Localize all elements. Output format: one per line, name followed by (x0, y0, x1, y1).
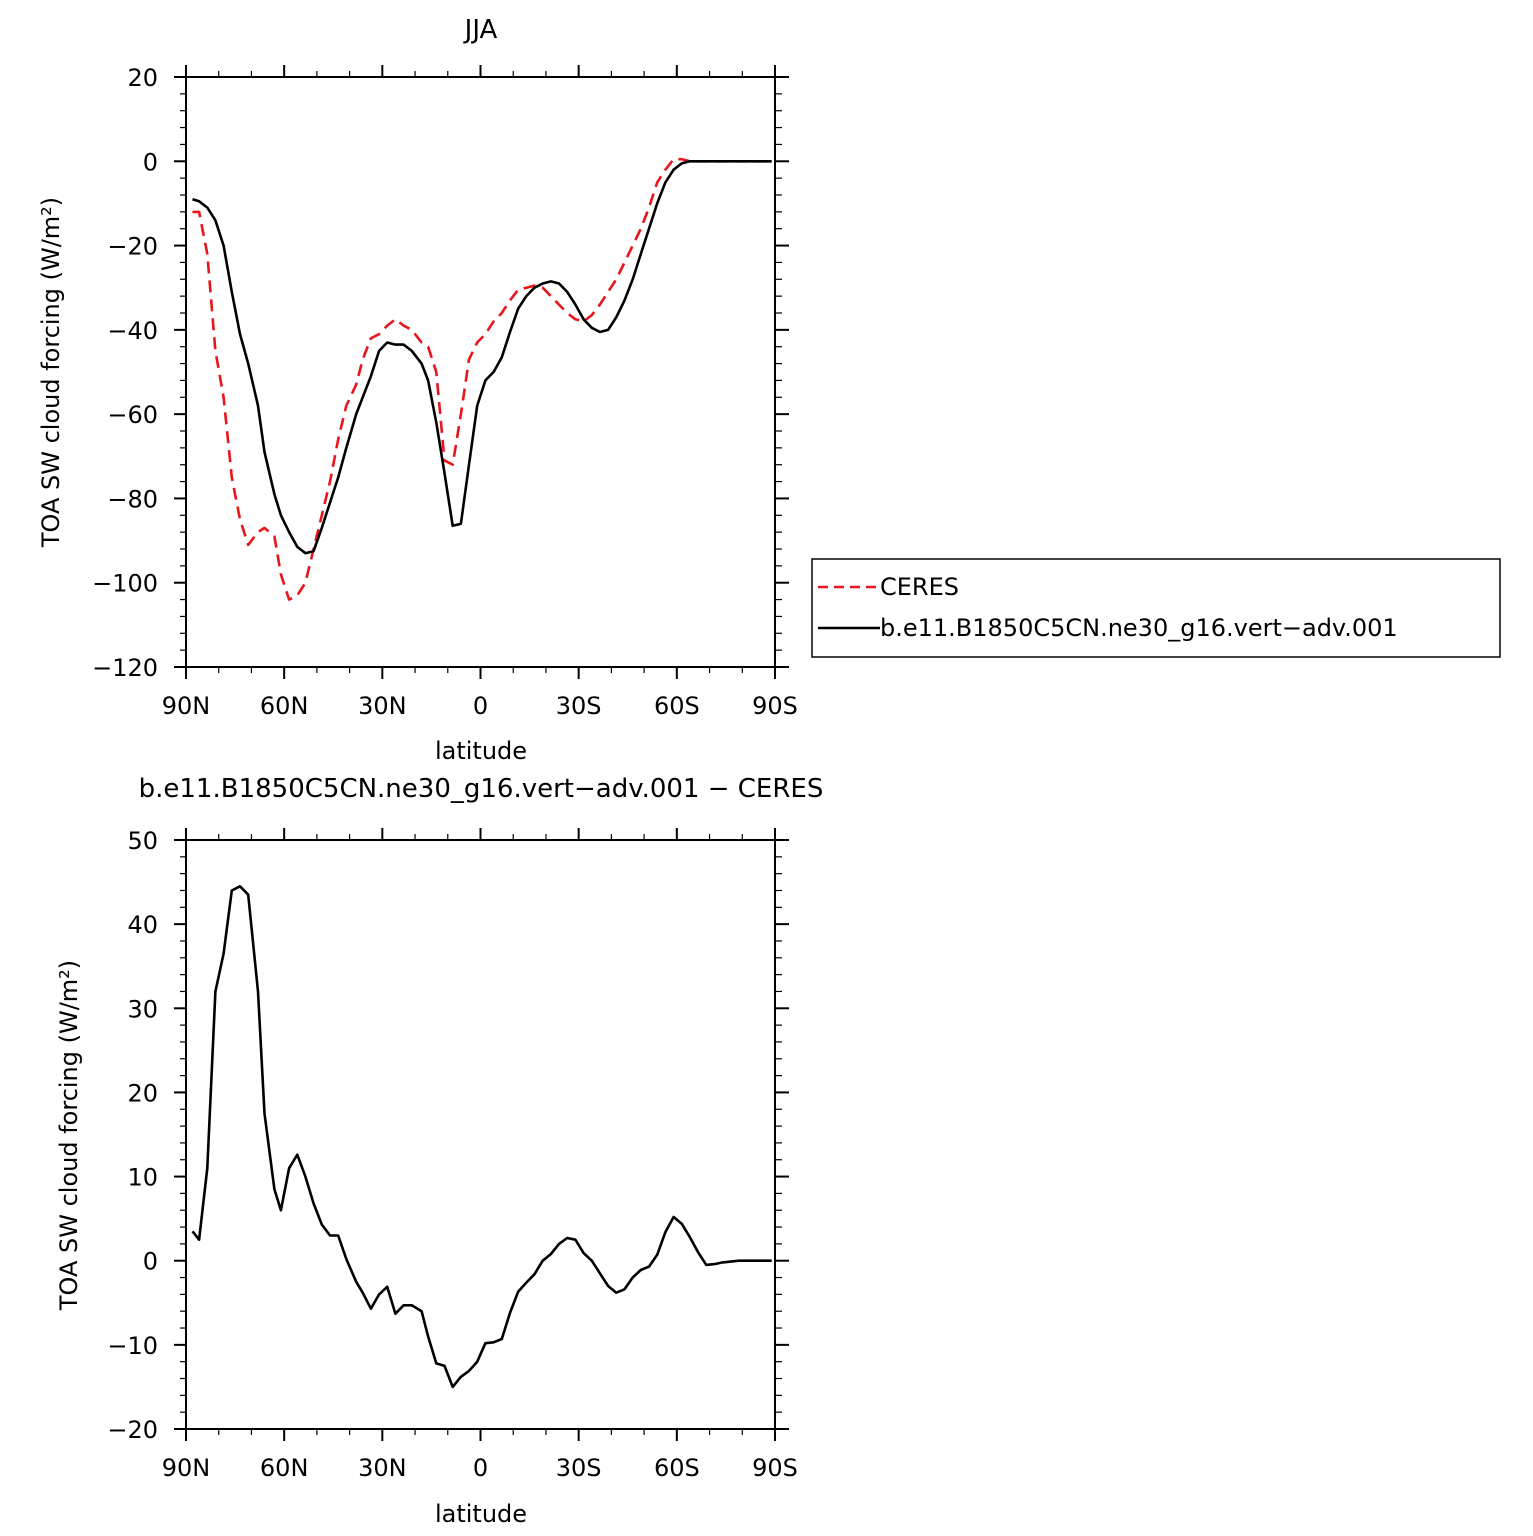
y-tick-label: −80 (107, 485, 158, 513)
difference-series-line (191, 885, 772, 1389)
bottom-chart-axes: −20 −10 0 10 20 30 40 50 90N 60N 30N 0 30S 60S 90S (107, 827, 798, 1482)
top-chart-panel: JJA −120 −100 −80 −60 −40 −20 0 20 90N 60N 30N 0 30S… (37, 15, 1501, 765)
y-tick-label: −40 (107, 317, 158, 345)
y-tick-label: 20 (127, 1079, 158, 1107)
x-tick-label: 60N (260, 1454, 309, 1482)
x-tick-label: 30S (556, 692, 602, 720)
y-tick-label: 30 (127, 995, 158, 1023)
x-tick-label: 90N (162, 692, 211, 720)
x-tick-label: 60N (260, 692, 309, 720)
top-chart-title: JJA (463, 15, 498, 45)
bottom-chart-frame (185, 839, 776, 1430)
top-chart-axes: −120 −100 −80 −60 −40 −20 0 20 90N 60N 30N 0 30S 60S 9… (92, 64, 798, 720)
top-chart-ylabel: TOA SW cloud forcing (W/m²) (37, 197, 65, 548)
y-tick-label: −20 (107, 233, 158, 261)
top-chart-lines (192, 157, 772, 601)
model-series-line (192, 160, 772, 555)
legend: CERES b.e11.B1850C5CN.ne30_g16.vert−adv.… (811, 558, 1501, 658)
x-tick-label: 90S (752, 692, 798, 720)
top-chart-frame (185, 76, 776, 668)
x-tick-label: 90N (162, 1454, 211, 1482)
x-tick-label: 30S (556, 1454, 602, 1482)
legend-ceres-label: CERES (880, 573, 959, 601)
y-tick-label: −120 (92, 654, 158, 682)
x-tick-label: 30N (358, 692, 407, 720)
bottom-chart-ylabel: TOA SW cloud forcing (W/m²) (55, 960, 83, 1311)
y-tick-label: 50 (127, 827, 158, 855)
bottom-chart-lines (191, 885, 772, 1389)
y-tick-label: 0 (143, 1248, 158, 1276)
x-tick-label: 30N (358, 1454, 407, 1482)
bottom-chart-title: b.e11.B1850C5CN.ne30_g16.vert−adv.001 − … (139, 774, 824, 804)
y-tick-label: 40 (127, 911, 158, 939)
y-tick-label: 20 (127, 64, 158, 92)
x-tick-label: 60S (654, 692, 700, 720)
x-tick-label: 60S (654, 1454, 700, 1482)
y-tick-label: −20 (107, 1416, 158, 1444)
bottom-chart-panel: b.e11.B1850C5CN.ne30_g16.vert−adv.001 − … (55, 774, 823, 1528)
legend-model-label: b.e11.B1850C5CN.ne30_g16.vert−adv.001 (880, 614, 1398, 642)
y-tick-label: −10 (107, 1332, 158, 1360)
y-tick-label: −100 (92, 570, 158, 598)
x-tick-label: 90S (752, 1454, 798, 1482)
y-tick-label: 0 (143, 148, 158, 176)
x-tick-label: 0 (473, 692, 488, 720)
legend-box (811, 558, 1501, 658)
bottom-chart-xlabel: latitude (435, 1500, 527, 1528)
y-tick-label: 10 (127, 1164, 158, 1192)
x-tick-label: 0 (473, 1454, 488, 1482)
top-chart-xlabel: latitude (435, 737, 527, 765)
ceres-series-line (192, 157, 772, 601)
y-tick-label: −60 (107, 401, 158, 429)
